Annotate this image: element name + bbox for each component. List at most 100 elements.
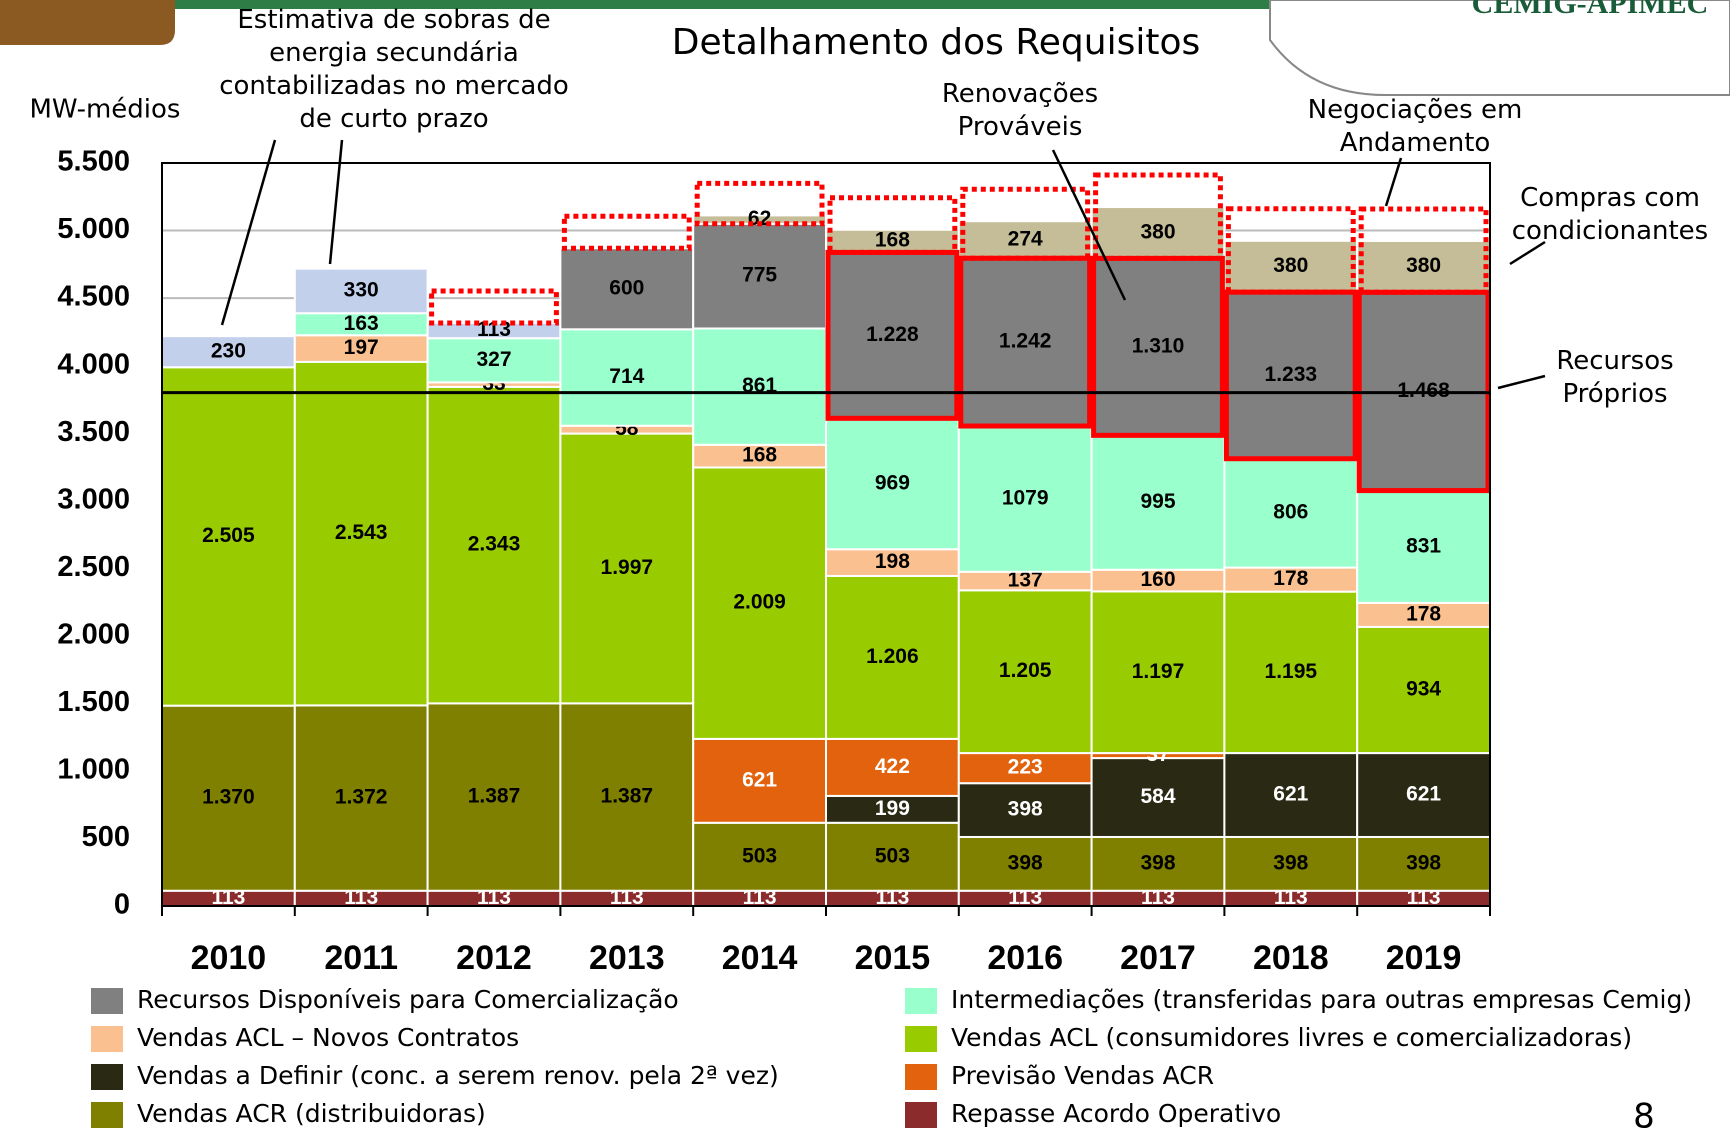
bar-segment	[1356, 601, 1491, 628]
plot-frame	[161, 162, 1491, 907]
value-label: 621	[742, 768, 777, 791]
legend-swatch	[905, 988, 937, 1014]
highlight-box	[960, 186, 1091, 261]
value-label: 995	[1140, 490, 1175, 513]
value-label: 503	[742, 844, 777, 867]
y-tick-label: 3.500	[57, 416, 130, 448]
value-label: 380	[1140, 220, 1175, 243]
bar-segment	[957, 835, 1093, 892]
value-label: 1.997	[601, 556, 654, 579]
bar-segment	[1090, 757, 1226, 838]
value-label: 398	[1140, 851, 1175, 874]
legend-swatch	[91, 1064, 123, 1090]
x-tick-label: 2011	[324, 939, 398, 977]
bar-segment	[825, 417, 960, 551]
value-label: 230	[211, 339, 246, 362]
bar-segment	[559, 702, 695, 892]
header-strip	[0, 0, 1290, 9]
chart-title: Detalhamento dos Requisitos	[672, 22, 1201, 63]
bar-segment	[426, 702, 562, 892]
value-label: 1.387	[468, 785, 521, 808]
value-label: 398	[1273, 851, 1308, 874]
bar-segment	[1223, 566, 1359, 593]
legend-label: Vendas a Definir (conc. a serem renov. p…	[137, 1061, 779, 1090]
value-label: 178	[1406, 602, 1441, 625]
value-label: 62	[748, 207, 771, 230]
y-tick-label: 500	[82, 821, 130, 853]
highlight-box	[1358, 206, 1489, 295]
bar-segment	[1223, 752, 1359, 838]
annotation-arrows	[220, 139, 1546, 390]
bar-segment	[161, 335, 296, 369]
value-label: 1.242	[999, 330, 1052, 353]
value-label: 1.372	[335, 786, 388, 809]
value-label: 163	[344, 312, 379, 335]
bar-segment	[1223, 291, 1359, 460]
legend-label: Repasse Acordo Operativo	[951, 1099, 1281, 1128]
value-label: 1.310	[1132, 334, 1185, 357]
highlight-box	[561, 213, 692, 251]
value-label: 1.228	[866, 323, 919, 346]
y-tick-label: 3.000	[57, 483, 130, 515]
value-label: 398	[1008, 851, 1043, 874]
y-tick-label: 5.500	[57, 146, 130, 178]
legend-swatch	[91, 1102, 123, 1128]
page-number: 8	[1633, 1097, 1655, 1131]
value-label: 600	[609, 276, 644, 299]
bar-segment	[1090, 257, 1226, 437]
value-label: 2.543	[335, 521, 388, 544]
value-label: 160	[1140, 568, 1175, 591]
bar-segment	[825, 574, 960, 740]
bar-segment	[293, 267, 429, 315]
value-label: 1.233	[1265, 363, 1318, 386]
bar-segment	[825, 548, 960, 577]
value-label: 398	[1406, 851, 1441, 874]
highlight-box	[825, 249, 960, 421]
annotation: Estimativa de sobras de energia secundár…	[219, 5, 569, 134]
y-tick-label: 2.000	[57, 618, 130, 650]
bar-segment	[1356, 625, 1491, 755]
bar-segment	[692, 821, 828, 892]
y-tick-label: 1.500	[57, 686, 130, 718]
x-tick-label: 2013	[589, 939, 665, 977]
bar-segment	[559, 432, 695, 705]
x-tick-label: 2012	[456, 939, 532, 977]
bar-segment	[957, 425, 1093, 573]
bar-segment	[957, 257, 1093, 428]
legend-label: Recursos Disponíveis para Comercializaçã…	[137, 985, 679, 1014]
x-tick-label: 2017	[1120, 939, 1196, 977]
y-tick-label: 0	[114, 889, 130, 921]
value-label: 422	[875, 755, 910, 778]
bar-segment	[1223, 457, 1359, 569]
value-label: 223	[1008, 756, 1043, 779]
value-label: 1079	[1002, 486, 1049, 509]
bar-segment	[692, 737, 828, 824]
annotation: Compras com condicionantes	[1511, 183, 1709, 246]
legend-swatch	[91, 1026, 123, 1052]
legend-swatch	[905, 1064, 937, 1090]
bar-segment	[957, 589, 1093, 755]
arrow	[1051, 149, 1127, 301]
bar-segment	[426, 337, 562, 384]
logo: CEMIG-APIMEC	[1472, 0, 1709, 20]
value-label: 1.387	[601, 785, 654, 808]
value-label: 584	[1140, 785, 1175, 808]
value-label: 1.468	[1397, 379, 1450, 402]
x-tick-label: 2018	[1253, 939, 1329, 977]
arrow	[1509, 240, 1546, 266]
value-label: 2.505	[202, 524, 255, 547]
arrow	[1384, 157, 1403, 207]
bar-segment	[293, 360, 429, 707]
value-label: 168	[742, 444, 777, 467]
x-tick-label: 2015	[855, 939, 931, 977]
value-label: 1.370	[202, 786, 255, 809]
value-label: 969	[875, 471, 910, 494]
value-label: 1.206	[866, 645, 919, 668]
x-tick-label: 2010	[191, 939, 267, 977]
arrow	[1497, 374, 1546, 390]
logo-box	[1269, 0, 1730, 96]
annotation: Negociações em Andamento	[1307, 95, 1523, 158]
y-axis-label: MW-médios	[30, 95, 181, 125]
bar-segment	[426, 385, 562, 705]
